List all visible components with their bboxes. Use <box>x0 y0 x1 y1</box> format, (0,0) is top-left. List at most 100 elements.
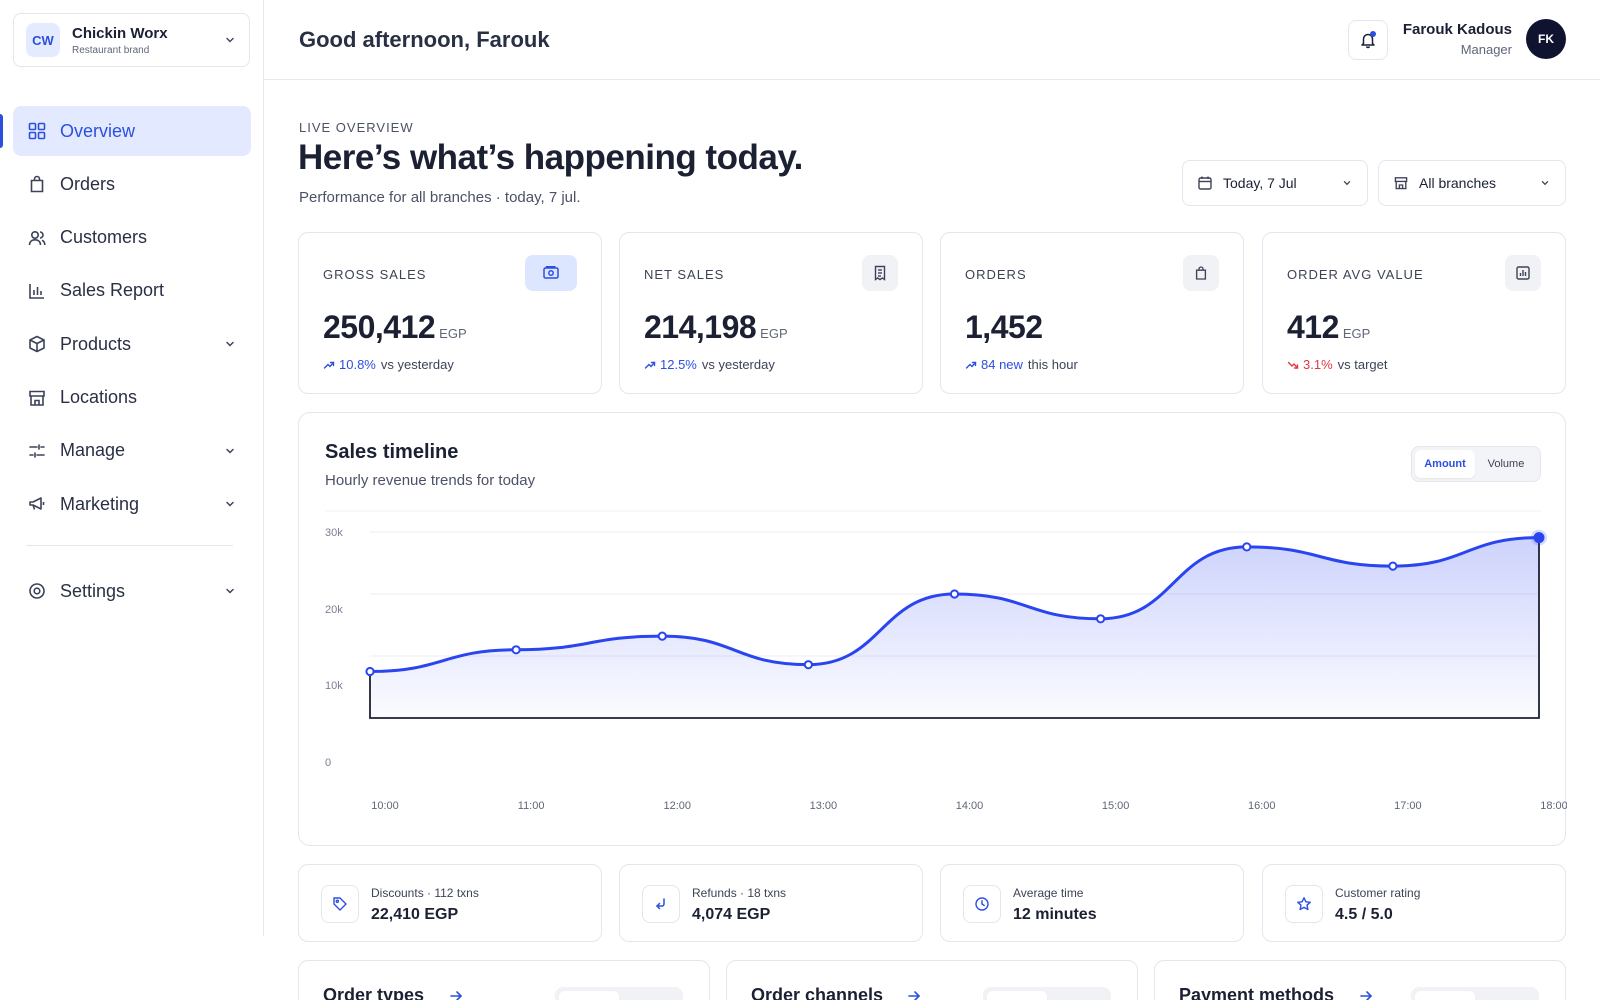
notifications-button[interactable] <box>1348 20 1388 60</box>
kpi-unit: EGP <box>760 326 788 341</box>
arrow-right-icon[interactable] <box>1359 989 1373 1000</box>
nav-item-marketing[interactable]: Marketing <box>13 479 251 529</box>
chevron-down-icon <box>1541 181 1549 186</box>
nav-label: Manage <box>60 440 126 461</box>
page-title: Here’s what’s happening today. <box>298 138 803 177</box>
nav-item-customers[interactable]: Customers <box>13 213 251 263</box>
x-tick-label: 14:00 <box>956 800 984 812</box>
trend-up-icon <box>323 361 335 369</box>
area-fill <box>370 537 1539 718</box>
kpi-trend: 10.8% vs yesterday <box>323 357 454 372</box>
stat-card-refunds: Refunds · 18 txns 4,074 EGP <box>619 864 923 942</box>
chevron-down-icon <box>226 342 234 347</box>
user-role: Manager <box>1460 42 1512 57</box>
chart-mode-toggle: Amount Volume <box>1411 446 1541 482</box>
brand-switcher[interactable]: CW Chickin Worx Restaurant brand <box>13 13 250 67</box>
kpi-label: ORDER AVG VALUE <box>1287 267 1424 282</box>
x-tick-label: 13:00 <box>810 800 838 812</box>
store-icon <box>1394 177 1408 190</box>
megaphone-icon <box>27 494 47 514</box>
user-name: Farouk Kadous <box>1402 21 1512 38</box>
kpi-value-number: 214,198 <box>644 309 757 345</box>
sliders-icon <box>27 441 47 461</box>
stat-card-discounts: Discounts · 112 txns 22,410 EGP <box>298 864 602 942</box>
data-point <box>1533 532 1545 544</box>
area-outline <box>369 537 1540 719</box>
nav-label: Sales Report <box>60 280 165 301</box>
nav-label: Overview <box>60 120 136 141</box>
sales-timeline-chart: 30k 20k 10k 0 10:00 11:00 12:00 13:00 14:00 15:00… <box>325 510 1567 812</box>
nav-label: Customers <box>60 227 148 248</box>
nav-item-manage[interactable]: Manage <box>13 426 251 476</box>
card-toggle[interactable] <box>1411 987 1539 1000</box>
kpi-unit: EGP <box>1342 326 1371 341</box>
nav-label: Products <box>60 333 132 354</box>
data-point <box>365 666 375 677</box>
kpi-delta: 10.8% <box>339 357 376 372</box>
star-icon <box>1285 885 1323 923</box>
kpi-unit: EGP <box>439 326 467 341</box>
data-point <box>511 645 521 655</box>
kpi-note: this hour <box>1027 357 1078 372</box>
date-filter-select[interactable]: Today, 7 Jul <box>1182 160 1368 206</box>
chevron-down-icon <box>226 37 234 43</box>
branch-filter-select[interactable]: All branches <box>1378 160 1566 206</box>
y-tick-label: 0 <box>325 757 331 769</box>
topbar: Good afternoon, Farouk Farouk Kadous Man… <box>264 0 1600 80</box>
toggle-volume-button[interactable]: Volume <box>1487 458 1525 470</box>
nav-item-settings[interactable]: Settings <box>13 566 251 616</box>
chevron-down-icon <box>226 448 234 454</box>
store-icon <box>27 388 47 408</box>
data-point <box>949 589 960 599</box>
kpi-trend: 12.5% vs yesterday <box>644 357 775 372</box>
kpi-value: 214,198 EGP <box>644 309 788 346</box>
chevron-down-icon <box>226 502 234 507</box>
stat-card-customer-rating: Customer rating 4.5 / 5.0 <box>1262 864 1566 942</box>
bar-chart-icon <box>27 281 47 301</box>
kpi-label: NET SALES <box>644 267 725 282</box>
kpi-note: vs target <box>1337 357 1388 372</box>
kpi-value: 1,452 <box>965 309 1043 346</box>
arrow-right-icon[interactable] <box>449 989 463 1000</box>
arrow-right-icon[interactable] <box>907 989 921 1000</box>
payment-methods-card: Payment methods <box>1154 960 1566 1000</box>
chart-title: Sales timeline <box>325 441 459 463</box>
report-icon <box>1505 255 1541 291</box>
card-toggle[interactable] <box>983 987 1111 1000</box>
data-point <box>1388 561 1398 571</box>
nav-item-locations[interactable]: Locations <box>13 373 251 423</box>
greeting: Good afternoon, Farouk <box>299 27 550 52</box>
kpi-value: 250,412 EGP <box>323 309 467 346</box>
kpi-card-orders: ORDERS 1,452 84 new this hour <box>940 232 1244 394</box>
stat-value: 4,074 EGP <box>692 906 771 923</box>
toggle-amount-button[interactable]: Amount <box>1415 450 1475 478</box>
nav-item-sales-report[interactable]: Sales Report <box>13 266 251 316</box>
x-tick-label: 16:00 <box>1248 800 1276 812</box>
grid-icon <box>27 121 47 141</box>
date-filter-label: Today, 7 Jul <box>1223 175 1297 191</box>
card-toggle[interactable] <box>555 987 683 1000</box>
x-tick-label: 17:00 <box>1394 800 1422 812</box>
return-icon <box>642 885 680 923</box>
trend-up-icon <box>644 361 656 369</box>
nav-item-overview[interactable]: Overview <box>0 106 251 156</box>
nav-item-orders[interactable]: Orders <box>13 159 251 209</box>
kpi-label: ORDERS <box>965 267 1027 282</box>
sidebar: CW Chickin Worx Restaurant brand Overvie… <box>0 0 264 936</box>
user-info: Farouk Kadous Manager <box>1400 21 1512 57</box>
x-tick-label: 18:00 <box>1540 800 1567 812</box>
kpi-card-order-avg-value: ORDER AVG VALUE 412 EGP 3.1% vs target <box>1262 232 1566 394</box>
kpi-value-number: 412 <box>1287 309 1339 345</box>
brand-name: Chickin Worx <box>72 24 168 42</box>
clock-icon <box>963 885 1001 923</box>
order-types-card: Order types <box>298 960 710 1000</box>
kpi-delta: 84 new <box>981 357 1023 372</box>
avatar[interactable]: FK <box>1526 19 1566 59</box>
nav-item-products[interactable]: Products <box>13 319 251 369</box>
cash-icon <box>525 255 577 291</box>
kpi-note: vs yesterday <box>380 357 454 372</box>
chart-subtitle: Hourly revenue trends for today <box>325 472 536 489</box>
data-point <box>657 631 667 641</box>
nav-label: Locations <box>60 387 138 408</box>
brand-subtitle: Restaurant brand <box>72 44 150 56</box>
